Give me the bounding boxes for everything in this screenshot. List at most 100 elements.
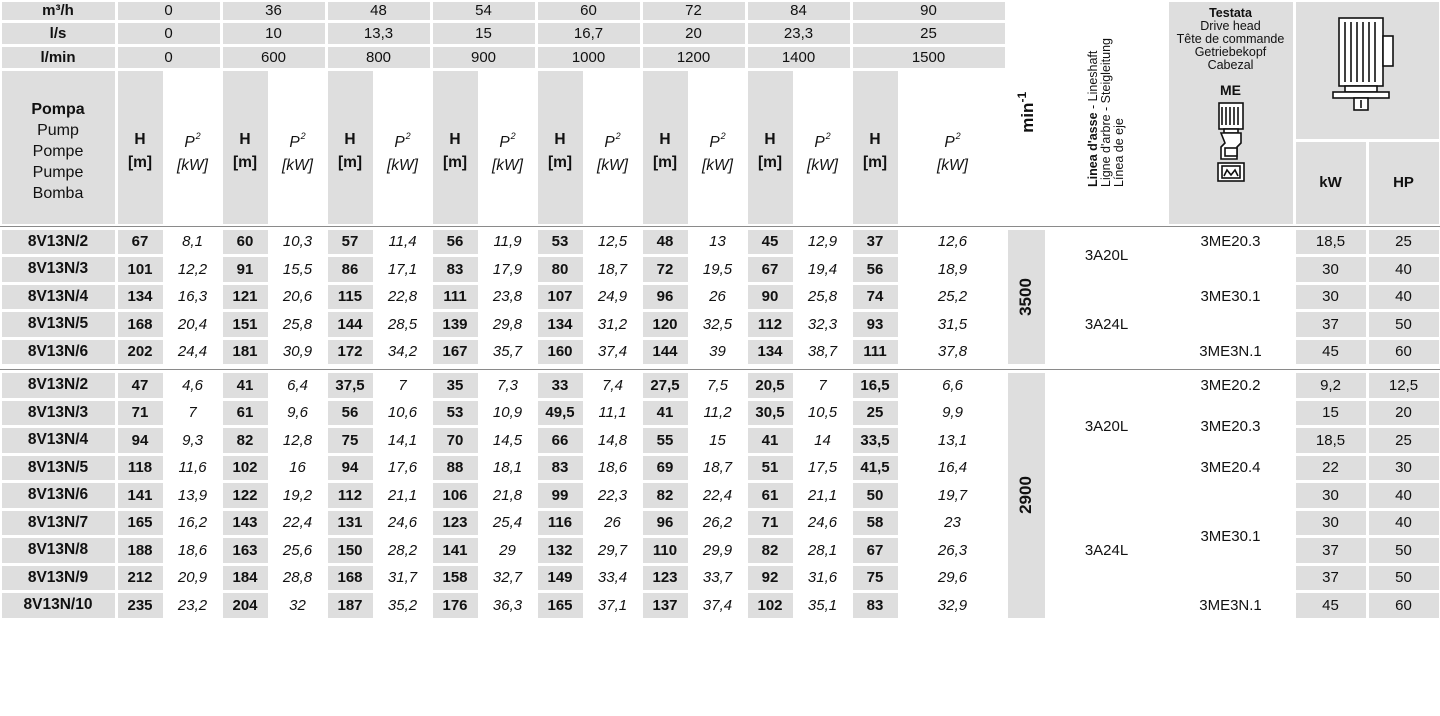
power-value: 20,6 bbox=[282, 288, 313, 306]
power-value: 18,9 bbox=[937, 260, 968, 278]
power-value: 13 bbox=[709, 233, 726, 251]
power-value: 37,4 bbox=[702, 596, 733, 614]
power-value: 16,4 bbox=[937, 459, 968, 477]
head-value: 110 bbox=[642, 538, 688, 563]
power-value: 22,4 bbox=[282, 514, 313, 532]
flow-value: 13,3 bbox=[327, 22, 430, 44]
power-value: 10,5 bbox=[807, 404, 838, 422]
rpm-column-header: min-1 bbox=[1008, 2, 1045, 224]
hp-value: 12,5 bbox=[1368, 373, 1439, 398]
head-value: 16,5 bbox=[852, 373, 898, 398]
power-header: P2 [kW] bbox=[481, 71, 535, 224]
power-value: 16,3 bbox=[177, 288, 208, 306]
head-value: 172 bbox=[327, 339, 373, 364]
unit-label: m³/h bbox=[1, 1, 115, 20]
kw-value: 18,5 bbox=[1295, 428, 1366, 453]
power-value: 31,2 bbox=[597, 315, 628, 333]
kw-value: 37 bbox=[1295, 312, 1366, 337]
power-value: 23 bbox=[944, 514, 961, 532]
hp-value: 30 bbox=[1368, 455, 1439, 480]
power-subscript: 2 bbox=[720, 131, 726, 141]
head-value: 160 bbox=[537, 339, 583, 364]
head-value: 20,5 bbox=[747, 373, 793, 398]
power-value: 16 bbox=[289, 459, 306, 477]
head-unit: [m] bbox=[652, 154, 678, 171]
lineshaft-column-header: Linea d'asse - Lineshaft Ligne d'arbre - … bbox=[1048, 2, 1166, 224]
head-value: 235 bbox=[117, 593, 163, 618]
flow-value: 48 bbox=[327, 1, 430, 20]
head-value: 94 bbox=[117, 428, 163, 453]
head-header: H [m] bbox=[117, 70, 163, 224]
power-value: 6,4 bbox=[287, 376, 308, 394]
kw-value: 45 bbox=[1295, 593, 1366, 618]
head-value: 134 bbox=[537, 312, 583, 337]
pump-model: 8V13N/2 bbox=[1, 373, 115, 398]
kw-value: 45 bbox=[1295, 339, 1366, 364]
power-value: 22,8 bbox=[387, 288, 418, 306]
pump-title: Pompa bbox=[31, 100, 85, 118]
power-value: 26 bbox=[604, 514, 621, 532]
drive-head-value: 3ME20.2 bbox=[1200, 376, 1261, 394]
head-value: 41 bbox=[222, 373, 268, 398]
power-value: 14,8 bbox=[597, 431, 628, 449]
head-value: 37 bbox=[852, 229, 898, 254]
power-symbol: P2 bbox=[184, 131, 201, 151]
power-value: 11,2 bbox=[703, 404, 732, 422]
head-value: 96 bbox=[642, 284, 688, 309]
lineshaft-translation: Línea de eje bbox=[1112, 118, 1127, 188]
rpm-label: 3500 bbox=[1016, 277, 1036, 316]
power-value: 8,1 bbox=[182, 233, 203, 251]
head-header: H [m] bbox=[852, 70, 898, 224]
drive-head-pump-icon bbox=[1215, 101, 1247, 188]
rpm-label: 2900 bbox=[1016, 476, 1036, 515]
head-value: 187 bbox=[327, 593, 373, 618]
power-value: 12,6 bbox=[937, 233, 968, 251]
power-value: 10,9 bbox=[492, 404, 523, 422]
power-value: 26,2 bbox=[702, 514, 733, 532]
hp-value: 40 bbox=[1368, 483, 1439, 508]
lineshaft-value: 3A20L bbox=[1084, 247, 1129, 264]
power-value: 11,1 bbox=[598, 404, 627, 422]
rpm-unit: min bbox=[1017, 102, 1037, 133]
power-value: 9,6 bbox=[287, 404, 308, 422]
head-value: 82 bbox=[747, 538, 793, 563]
power-unit: [kW] bbox=[807, 157, 838, 174]
head-header: H [m] bbox=[327, 70, 373, 224]
power-unit: [kW] bbox=[702, 157, 733, 174]
power-value: 25,2 bbox=[937, 288, 968, 306]
power-value: 32,5 bbox=[702, 315, 733, 333]
power-unit: [kW] bbox=[597, 157, 628, 174]
head-value: 75 bbox=[327, 428, 373, 453]
head-value: 139 bbox=[432, 312, 478, 337]
head-value: 71 bbox=[747, 510, 793, 535]
power-value: 19,4 bbox=[807, 260, 838, 278]
power-value: 21,8 bbox=[492, 486, 523, 504]
power-value: 7,4 bbox=[602, 376, 623, 394]
hp-value: 25 bbox=[1368, 229, 1439, 254]
head-value: 144 bbox=[642, 339, 688, 364]
power-value: 12,5 bbox=[597, 233, 628, 251]
power-value: 38,7 bbox=[807, 343, 838, 361]
head-value: 74 bbox=[852, 284, 898, 309]
power-subscript: 2 bbox=[825, 131, 831, 141]
flow-value: 0 bbox=[117, 1, 220, 20]
flow-value: 600 bbox=[222, 46, 325, 68]
flow-value: 1400 bbox=[747, 46, 850, 68]
head-header: H [m] bbox=[222, 70, 268, 224]
head-value: 212 bbox=[117, 565, 163, 590]
group-divider bbox=[0, 368, 1440, 370]
hp-value: 50 bbox=[1368, 312, 1439, 337]
kw-value: 30 bbox=[1295, 510, 1366, 535]
power-value: 13,9 bbox=[177, 486, 208, 504]
power-value: 30,9 bbox=[282, 343, 313, 361]
power-value: 35,1 bbox=[807, 596, 838, 614]
pump-model: 8V13N/5 bbox=[1, 455, 115, 480]
pump-translation: Bomba bbox=[32, 184, 84, 202]
head-value: 134 bbox=[117, 284, 163, 309]
head-value: 88 bbox=[432, 455, 478, 480]
power-value: 17,5 bbox=[807, 459, 838, 477]
head-value: 50 bbox=[852, 483, 898, 508]
head-value: 82 bbox=[222, 428, 268, 453]
pump-column-header: Pompa Pump Pompe Pumpe Bomba bbox=[1, 70, 115, 224]
power-value: 25,8 bbox=[282, 315, 313, 333]
